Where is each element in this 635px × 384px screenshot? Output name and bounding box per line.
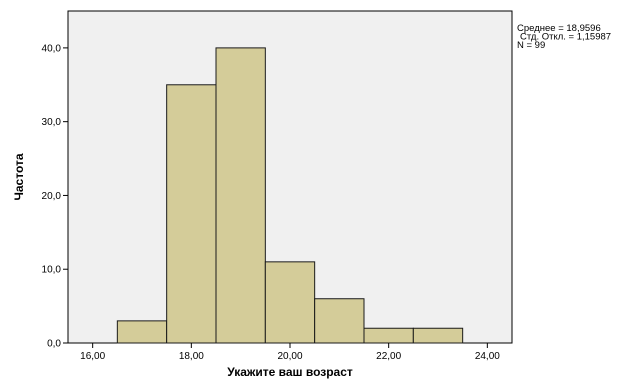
bars-layer <box>116 47 464 344</box>
histogram-bar-0 <box>116 320 168 344</box>
stats-line: N = 99 <box>517 40 545 51</box>
x-tick-label: 20,00 <box>277 351 302 362</box>
x-tick-label: 18,00 <box>179 351 204 362</box>
histogram-bar-1 <box>166 84 217 344</box>
x-tick-label: 16,00 <box>80 351 105 362</box>
histogram-bar-3 <box>264 261 316 344</box>
y-tick-label: 30,0 <box>42 117 62 128</box>
y-tick-label: 40,0 <box>42 43 62 54</box>
stats-line: Среднее = 18,9596 <box>517 23 601 34</box>
x-axis-title: Укажите ваш возраст <box>227 365 353 379</box>
axis-layer: 0,0 10,0 20,0 30,0 40,0 16,00 18,00 20,00 22,00 2… <box>42 43 501 362</box>
x-tick-label: 24,00 <box>475 351 500 362</box>
histogram-bar-5 <box>363 327 414 344</box>
y-tick-label: 20,0 <box>42 191 62 202</box>
y-tick-label: 10,0 <box>42 265 62 276</box>
histogram-bar-6 <box>412 327 464 344</box>
histogram-bar-2 <box>215 47 266 344</box>
x-tick-label: 22,00 <box>376 351 401 362</box>
histogram-bar-4 <box>314 298 365 344</box>
y-axis-title: Частота <box>12 153 26 200</box>
y-tick-label: 0,0 <box>47 339 61 350</box>
stats-line: Стд. Откл. = 1,15987 <box>520 32 611 43</box>
